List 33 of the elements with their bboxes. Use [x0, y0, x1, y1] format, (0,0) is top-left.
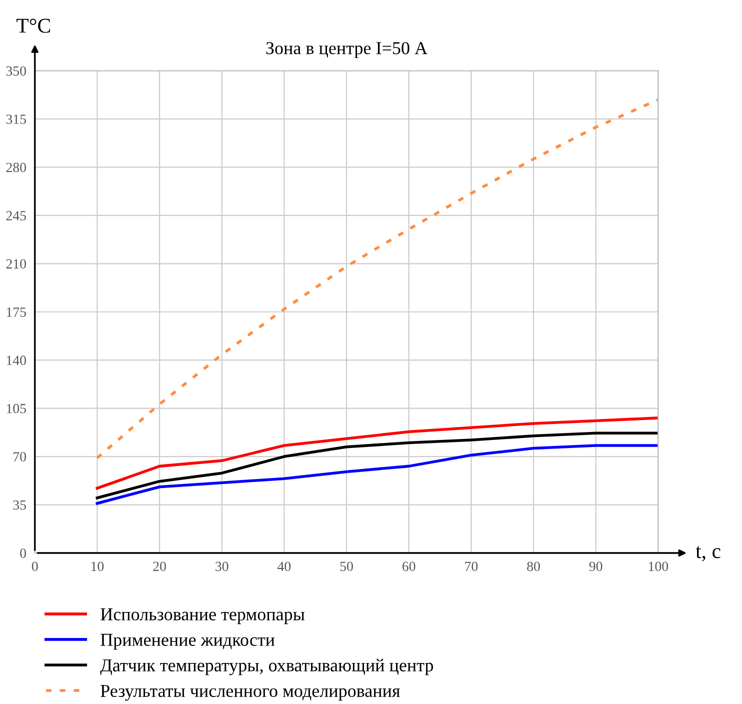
line-series: [96, 444, 658, 505]
y-tick-label: 280: [6, 162, 26, 172]
y-tick-label: 0: [20, 548, 26, 558]
x-tick-label: 40: [278, 562, 291, 572]
x-tick-label: 30: [216, 562, 228, 572]
line-series: [96, 98, 658, 460]
x-axis-title: t, c: [696, 546, 720, 562]
x-tick-label: 70: [465, 562, 478, 572]
line-series: [96, 416, 658, 490]
x-tick-label: 80: [527, 562, 540, 572]
x-tick-label: 60: [402, 562, 416, 572]
x-tick-label: 50: [340, 562, 353, 572]
y-tick-label: 350: [6, 66, 26, 76]
chart-title: Зона в центре I=50 А: [266, 42, 428, 58]
x-tick-label: 10: [91, 562, 104, 572]
y-tick-label: 140: [6, 356, 26, 366]
legend-label: Результаты численного моделирования: [100, 685, 400, 701]
y-tick-label: 35: [13, 500, 26, 510]
y-tick-label: 245: [6, 211, 26, 220]
legend-label: Датчик температуры, охватывающий центр: [100, 658, 434, 676]
y-axis-title: T°C: [16, 18, 50, 33]
x-tick-label: 0: [32, 562, 38, 572]
legend-label: Использование термопары: [100, 608, 305, 624]
x-tick-label: 100: [648, 562, 668, 572]
x-tick-label: 20: [153, 562, 166, 572]
y-tick-label: 175: [6, 308, 26, 317]
y-tick-label: 105: [6, 404, 26, 414]
legend-label: Применение жидкости: [100, 634, 275, 650]
y-tick-label: 210: [6, 259, 26, 269]
line-series: [96, 432, 658, 500]
y-tick-label: 70: [14, 452, 26, 462]
x-tick-label: 90: [589, 562, 602, 572]
y-tick-label: 315: [6, 114, 26, 124]
